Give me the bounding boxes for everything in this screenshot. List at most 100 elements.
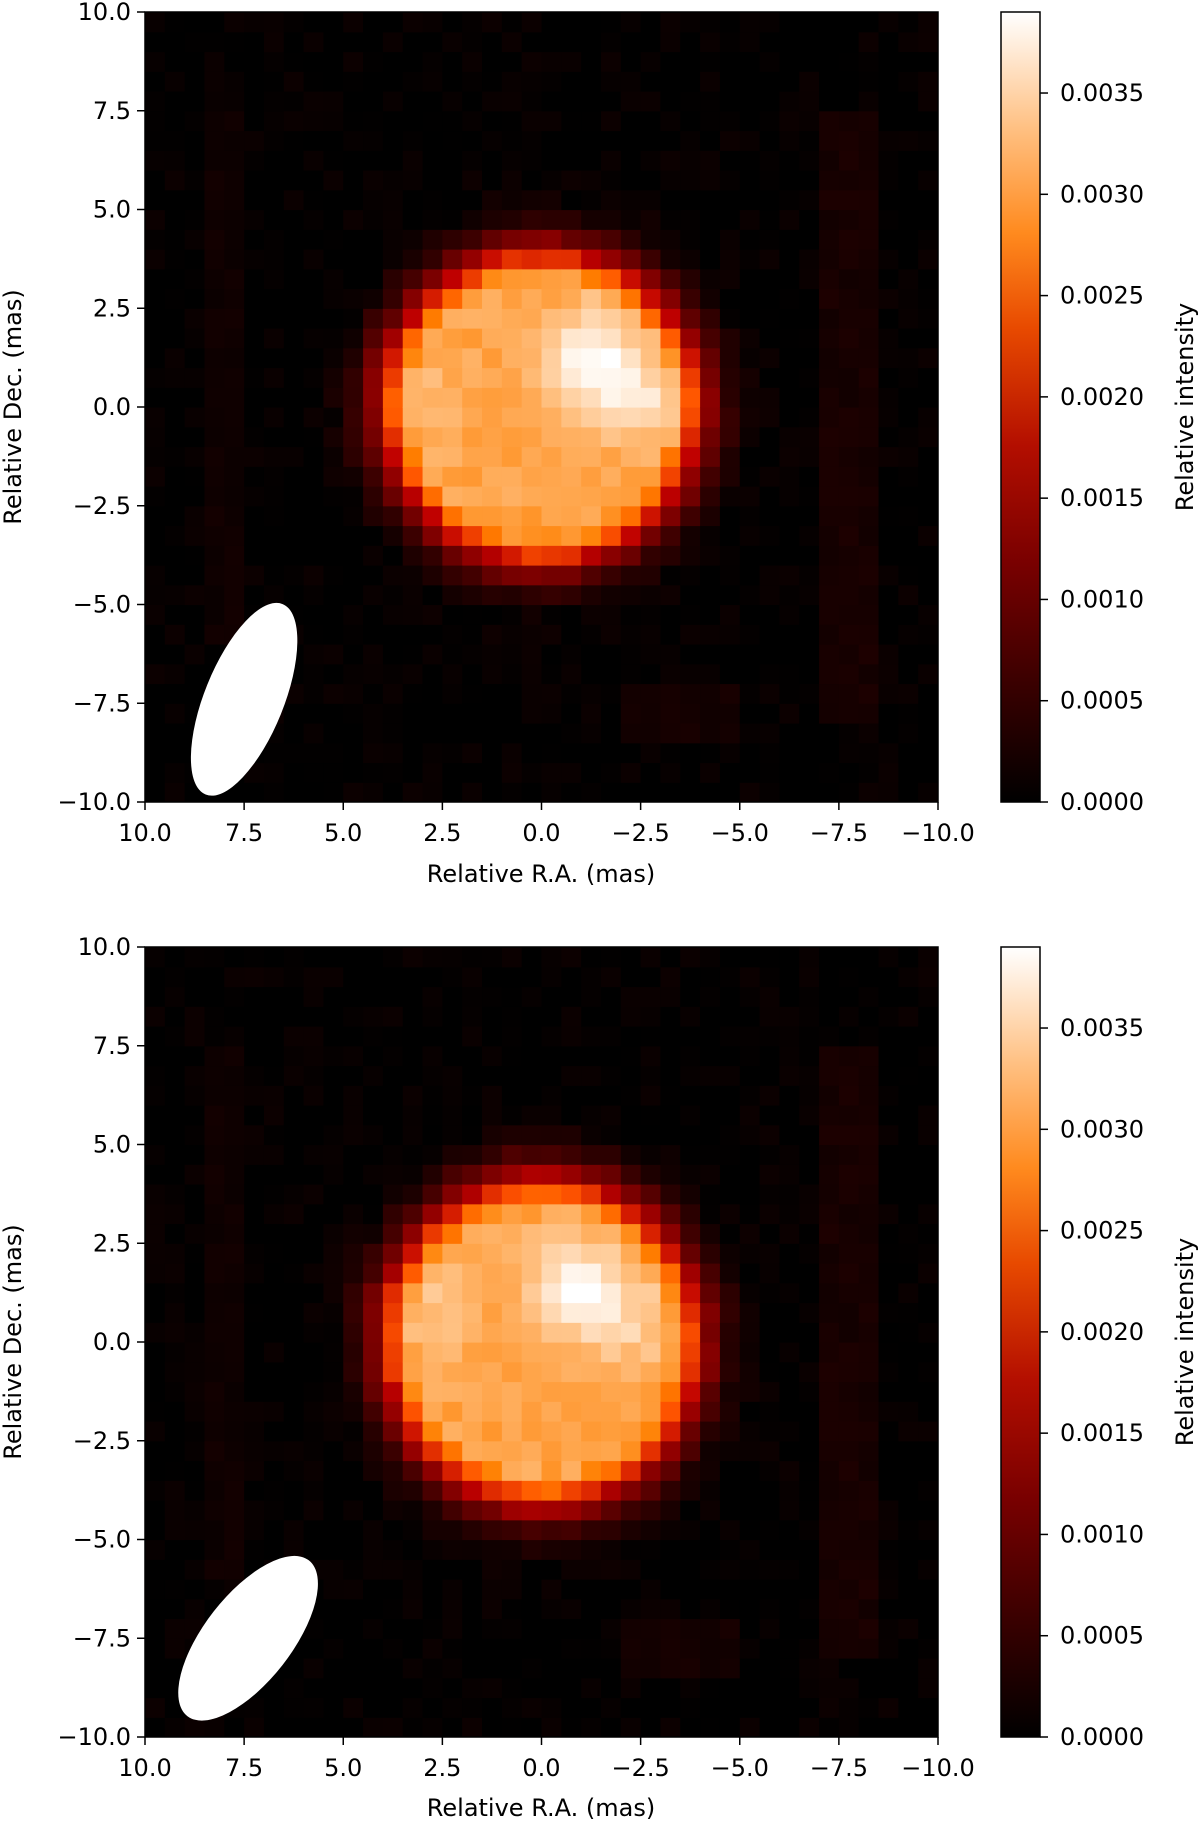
y-tick-label: 7.5 — [93, 1032, 131, 1060]
heatmap-cell — [343, 229, 364, 250]
heatmap-cell — [858, 1263, 880, 1284]
heatmap-cell — [323, 966, 344, 988]
heatmap-cell — [878, 466, 899, 487]
heatmap-cell — [402, 1500, 424, 1521]
heatmap-cell — [382, 1322, 404, 1343]
heatmap-cell — [164, 1184, 186, 1205]
heatmap-cell — [858, 91, 880, 112]
heatmap-cell — [422, 742, 443, 764]
heatmap-cell — [501, 31, 523, 53]
heatmap-cell — [422, 407, 443, 428]
heatmap-cell — [323, 1065, 344, 1086]
heatmap-cell — [819, 1638, 840, 1659]
heatmap-cell — [224, 525, 245, 546]
heatmap-cell — [918, 1717, 938, 1737]
heatmap-cell — [719, 1638, 741, 1659]
heatmap-cell — [521, 1184, 543, 1205]
heatmap-cell — [779, 328, 800, 349]
heatmap-cell — [462, 288, 483, 309]
heatmap-cell — [581, 51, 602, 72]
heatmap-cell — [184, 1401, 206, 1422]
x-tick-label: −5.0 — [711, 819, 769, 847]
heatmap-cell — [620, 565, 642, 586]
heatmap-cell — [858, 328, 880, 349]
heatmap-cell — [660, 1658, 681, 1679]
heatmap-cell — [283, 1223, 305, 1244]
heatmap-cell — [402, 1421, 424, 1442]
heatmap-cell — [581, 723, 602, 744]
heatmap-cell — [878, 1006, 899, 1027]
heatmap-cell — [838, 1618, 860, 1639]
heatmap-cell — [600, 1342, 622, 1363]
heatmap-cell — [719, 1203, 741, 1225]
heatmap-cell — [323, 782, 344, 802]
heatmap-cell — [898, 1065, 919, 1086]
heatmap-cell — [422, 426, 443, 448]
heatmap-cell — [739, 545, 761, 566]
heatmap-cell — [263, 367, 285, 388]
heatmap-cell — [739, 367, 761, 388]
heatmap-cell — [145, 1065, 166, 1086]
heatmap-cell — [402, 966, 424, 988]
heatmap-cell — [838, 525, 860, 546]
heatmap-cell — [898, 150, 919, 171]
heatmap-cell — [581, 624, 602, 645]
heatmap-cell — [145, 367, 166, 388]
heatmap-cell — [819, 1539, 840, 1560]
heatmap-cell — [244, 1144, 265, 1165]
heatmap-cell — [283, 723, 305, 744]
heatmap-cell — [561, 762, 582, 783]
heatmap-cell — [482, 130, 503, 151]
heatmap-cell — [620, 1223, 642, 1244]
heatmap-cell — [382, 762, 404, 783]
heatmap-cell — [660, 1184, 681, 1205]
heatmap-cell — [878, 1717, 899, 1737]
heatmap-cell — [779, 1184, 800, 1205]
heatmap-cell — [858, 1361, 880, 1383]
heatmap-cell — [838, 1579, 860, 1600]
heatmap-cell — [640, 1184, 662, 1205]
heatmap-cell — [224, 1361, 245, 1383]
heatmap-cell — [561, 308, 582, 329]
heatmap-cell — [719, 1263, 741, 1284]
heatmap-cell — [164, 150, 186, 171]
heatmap-cell — [700, 683, 721, 704]
heatmap-cell — [878, 545, 899, 566]
heatmap-cell — [402, 584, 424, 606]
heatmap-cell — [600, 110, 622, 132]
heatmap-cell — [303, 604, 325, 625]
heatmap-cell — [462, 505, 483, 527]
heatmap-cell — [799, 1164, 820, 1185]
heatmap-cell — [462, 170, 483, 191]
heatmap-cell — [561, 209, 582, 230]
heatmap-cell — [660, 1342, 681, 1363]
heatmap-cell — [363, 1322, 384, 1343]
heatmap-cell — [303, 782, 325, 802]
heatmap-cell — [244, 1006, 265, 1027]
heatmap-cell — [918, 150, 938, 171]
heatmap-cell — [323, 584, 344, 606]
heatmap-cell — [462, 1638, 483, 1659]
heatmap-cell — [204, 584, 225, 606]
heatmap-cell — [164, 545, 186, 566]
heatmap-cell — [660, 1401, 681, 1422]
heatmap-cell — [700, 170, 721, 191]
heatmap-cell — [462, 1342, 483, 1363]
heatmap-cell — [660, 1065, 681, 1086]
heatmap-cell — [581, 367, 602, 388]
heatmap-cell — [145, 170, 166, 191]
heatmap-cell — [263, 1243, 285, 1264]
heatmap-cell — [620, 1164, 642, 1185]
heatmap-cell — [700, 1559, 721, 1580]
heatmap-cell — [343, 986, 364, 1007]
heatmap-cell — [640, 1440, 662, 1462]
heatmap-cell — [303, 407, 325, 428]
heatmap-cell — [244, 947, 265, 968]
heatmap-cell — [521, 1302, 543, 1323]
heatmap-cell — [323, 308, 344, 329]
heatmap-cell — [719, 1539, 741, 1560]
heatmap-cell — [858, 604, 880, 625]
heatmap-cell — [462, 663, 483, 685]
heatmap-cell — [164, 762, 186, 783]
heatmap-cell — [382, 1085, 404, 1106]
